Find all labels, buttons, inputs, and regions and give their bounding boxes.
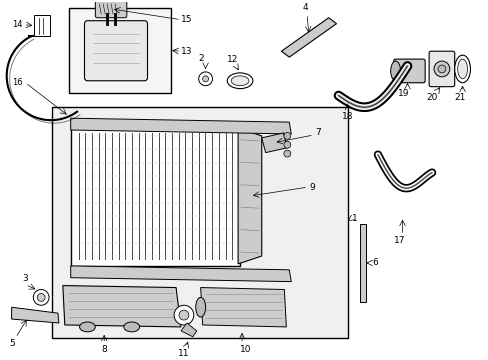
Polygon shape [71,118,291,134]
Circle shape [284,150,290,157]
Ellipse shape [227,73,252,89]
Text: 11: 11 [178,348,189,357]
Text: 3: 3 [22,274,28,283]
FancyBboxPatch shape [34,15,50,36]
Text: 9: 9 [308,183,314,192]
Text: 12: 12 [226,55,237,64]
Polygon shape [181,323,196,337]
Text: 21: 21 [453,93,465,102]
Ellipse shape [231,76,248,86]
Text: 14: 14 [12,20,22,29]
Text: 5: 5 [10,339,16,348]
Circle shape [284,141,290,148]
Polygon shape [71,266,291,282]
Circle shape [198,72,212,86]
Ellipse shape [80,322,95,332]
Text: 7: 7 [314,129,320,138]
Circle shape [179,310,188,320]
Text: 4: 4 [302,3,307,12]
FancyBboxPatch shape [428,51,454,87]
FancyBboxPatch shape [52,107,347,338]
Text: 18: 18 [341,112,352,121]
Polygon shape [12,307,59,323]
Text: 17: 17 [393,236,405,245]
Ellipse shape [457,59,467,79]
Text: 15: 15 [181,15,192,24]
Polygon shape [200,288,286,327]
FancyBboxPatch shape [69,8,171,93]
FancyBboxPatch shape [71,126,240,266]
Ellipse shape [390,61,400,81]
Text: 19: 19 [397,89,408,98]
Circle shape [174,305,193,325]
Polygon shape [62,285,181,327]
Text: 16: 16 [12,78,22,87]
Text: 1: 1 [351,214,357,223]
Circle shape [202,76,208,82]
Circle shape [433,61,449,77]
Polygon shape [281,18,336,57]
Circle shape [33,289,49,305]
Text: 6: 6 [371,258,377,267]
Text: 10: 10 [240,345,251,354]
Ellipse shape [454,55,469,83]
Ellipse shape [195,297,205,317]
Circle shape [37,293,45,301]
Ellipse shape [123,322,140,332]
Text: 13: 13 [181,47,192,56]
Text: 2: 2 [199,54,204,63]
Text: 8: 8 [101,345,107,354]
Polygon shape [261,133,287,153]
Text: 20: 20 [426,93,437,102]
FancyBboxPatch shape [95,0,126,18]
FancyBboxPatch shape [393,59,424,83]
Polygon shape [360,224,366,302]
Polygon shape [238,128,261,264]
Circle shape [437,65,445,73]
Circle shape [284,132,290,139]
FancyBboxPatch shape [84,21,147,81]
